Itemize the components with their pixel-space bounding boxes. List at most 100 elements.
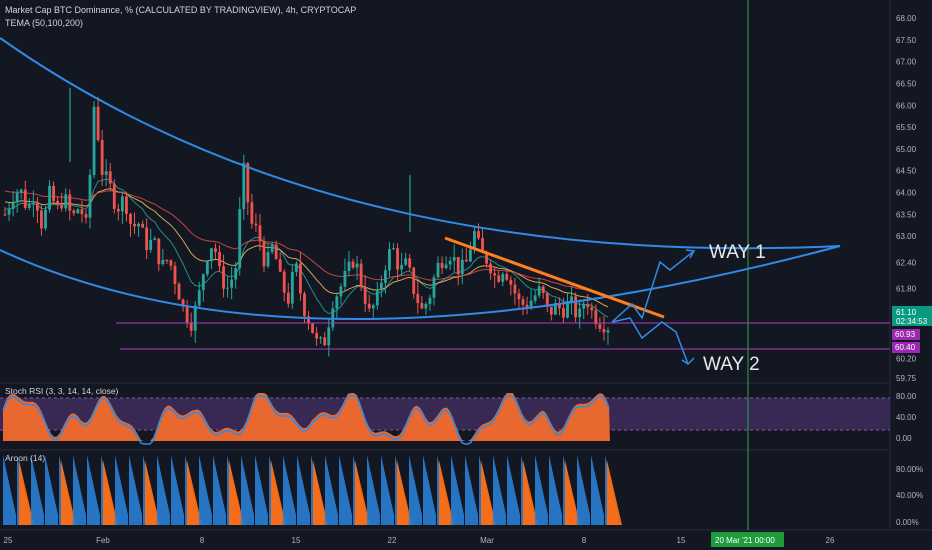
- candle-body: [383, 270, 387, 283]
- candle-body: [214, 248, 217, 253]
- candle-body: [250, 202, 254, 224]
- candle-body: [88, 174, 92, 218]
- tema-line-3: [4, 190, 609, 298]
- candle-body: [355, 263, 359, 268]
- candle-body: [598, 324, 602, 329]
- candle-body: [209, 248, 213, 262]
- candle-body: [242, 163, 246, 210]
- candle-body: [52, 185, 55, 201]
- candle-body: [566, 302, 569, 318]
- aroon-down-area: [565, 460, 580, 525]
- candle-body: [201, 274, 205, 291]
- aroon-down-area: [523, 460, 538, 525]
- candle-body: [574, 296, 578, 318]
- candle-body: [562, 308, 565, 318]
- price-tick-label: 64.50: [896, 167, 917, 176]
- candle-body: [493, 273, 497, 276]
- aroon-tick-label: 0.00%: [896, 518, 919, 527]
- candle-body: [452, 257, 456, 261]
- candle-body: [270, 244, 274, 252]
- candle-body: [432, 277, 436, 298]
- candle-body: [189, 322, 193, 331]
- way1-path: [611, 250, 695, 323]
- price-tick-label: 68.00: [896, 14, 917, 23]
- candle-body: [286, 292, 290, 304]
- tema-line-2: [4, 188, 609, 308]
- candle-body: [428, 297, 432, 304]
- candle-body: [137, 223, 140, 227]
- crosshair-time-badge: [711, 532, 784, 547]
- candle-body: [525, 304, 529, 309]
- aroon-up-area: [73, 455, 86, 525]
- candle-body: [76, 209, 80, 214]
- way1-label: WAY 1: [709, 242, 766, 263]
- tema-legend: TEMA (50,100,200): [5, 18, 83, 28]
- candle-body: [238, 209, 242, 269]
- candle-body: [448, 260, 452, 265]
- candle-body: [108, 171, 112, 184]
- candle-body: [477, 231, 480, 239]
- aroon-down-area: [229, 460, 244, 525]
- candle-body: [444, 264, 448, 269]
- candle-body: [169, 260, 173, 266]
- aroon-up-area: [535, 455, 548, 525]
- candle-body: [278, 259, 282, 272]
- aroon-up-area: [339, 455, 352, 525]
- aroon-up-area: [199, 455, 212, 525]
- candle-body: [436, 262, 440, 278]
- candle-body: [319, 337, 323, 339]
- stoch-d-line: [2, 395, 610, 445]
- aroon-down-area: [19, 460, 34, 525]
- aroon-down-area: [355, 460, 370, 525]
- aroon-up-area: [367, 455, 380, 525]
- candle-body: [327, 327, 331, 346]
- candle-body: [64, 194, 68, 209]
- candle-body: [274, 244, 278, 260]
- candle-body: [299, 263, 302, 294]
- candle-body: [363, 287, 367, 304]
- way1-arrowhead: [685, 249, 696, 259]
- candle-body: [129, 213, 132, 224]
- candle-body: [294, 263, 298, 272]
- candle-body: [311, 323, 314, 333]
- aroon-up-area: [283, 455, 296, 525]
- candle-body: [396, 248, 399, 270]
- candle-body: [501, 273, 505, 282]
- aroon-down-area: [271, 460, 286, 525]
- time-tick-label: 8: [582, 536, 587, 545]
- candle-body: [282, 271, 286, 293]
- candle-body: [586, 304, 590, 308]
- aroon-tick-label: 40.00%: [896, 491, 923, 500]
- aroon-tick-label: 80.00%: [896, 465, 923, 474]
- aroon-up-area: [157, 455, 170, 525]
- candle-body: [258, 225, 262, 242]
- aroon-up-area: [213, 455, 226, 525]
- aroon-up-area: [115, 455, 128, 525]
- candle-body: [60, 204, 64, 209]
- candle-body: [533, 295, 537, 301]
- candle-body: [541, 286, 545, 293]
- candle-body: [11, 202, 15, 209]
- candle-body: [379, 282, 383, 290]
- candle-body: [23, 189, 27, 208]
- candle-body: [497, 275, 501, 282]
- candle-body: [505, 273, 509, 280]
- candle-body: [440, 262, 444, 269]
- time-axis-group: 25 Feb 8 15 22 Mar 8 15 26: [4, 536, 835, 545]
- aroon-group: [3, 455, 622, 525]
- candle-body: [549, 306, 553, 315]
- candle-body: [343, 271, 347, 287]
- stoch-tick-label: 0.00: [896, 434, 912, 443]
- time-tick-label: Mar: [480, 536, 494, 545]
- price-tick-label: 59.75: [896, 374, 917, 383]
- aroon-up-area: [409, 455, 422, 525]
- candle-body: [15, 192, 19, 203]
- aroon-up-area: [129, 455, 142, 525]
- price-tick-label: 67.50: [896, 36, 917, 45]
- candle-body: [226, 287, 230, 289]
- symbol-title: Market Cap BTC Dominance, % (CALCULATED …: [5, 5, 356, 15]
- candle-body: [367, 303, 371, 309]
- candle-body: [594, 310, 598, 325]
- aroon-up-area: [255, 455, 268, 525]
